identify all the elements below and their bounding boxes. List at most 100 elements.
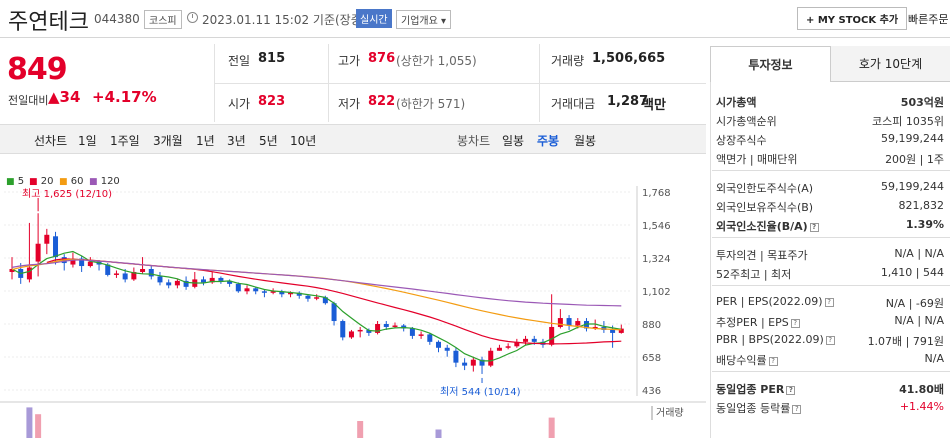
help-icon[interactable]: ? (786, 386, 796, 395)
invest-row: 외국인한도주식수(A) 59,199,244 (716, 178, 944, 197)
invest-row-value: N/A (924, 352, 944, 365)
tab-invest-info[interactable]: 투자정보 (710, 46, 831, 82)
candle-weekly[interactable]: 주봉 (537, 134, 560, 148)
candle-body (401, 325, 407, 329)
candle-body (166, 282, 172, 286)
y-tick-label: 1,324 (642, 254, 671, 265)
period-1w[interactable]: 1주일 (110, 134, 140, 148)
amount-value: 1,287 (607, 94, 649, 109)
invest-row-label-text: 상장주식수 (716, 134, 767, 147)
help-icon[interactable]: ? (824, 298, 834, 307)
candle-body (183, 280, 189, 287)
invest-row-label: 투자의견 | 목표주가 (716, 247, 808, 263)
tab-order-book[interactable]: 호가 10단계 (831, 46, 950, 82)
quick-order-button[interactable]: 빠른주문 (908, 13, 949, 26)
candle-monthly[interactable]: 월봉 (574, 134, 597, 148)
invest-row: 투자의견 | 목표주가 N/A | N/A (716, 245, 944, 264)
invest-row-label-text: 외국인소진율(B/A) (716, 220, 808, 233)
invest-row-label: PBR | BPS(2022.09)? (716, 333, 835, 346)
invest-row-label: 추정PER | EPS? (716, 314, 800, 330)
invest-row-label-text: PBR | BPS(2022.09) (716, 333, 824, 346)
candle-body (531, 338, 537, 342)
help-icon[interactable]: ? (792, 405, 802, 414)
invest-row-label: 외국인보유주식수(B) (716, 199, 813, 215)
invest-row-value: N/A | -69원 (885, 297, 944, 310)
invest-row: 52주최고 | 최저 1,410 | 544 (716, 264, 944, 283)
candle-body (314, 297, 320, 299)
ma-line-120 (11, 259, 622, 307)
invest-row-label-text: PER | EPS(2022.09) (716, 295, 823, 308)
period-3m[interactable]: 3개월 (153, 134, 183, 148)
change-percent: +4.17% (92, 88, 157, 106)
candle-body (592, 326, 598, 329)
legend-ma-20: ■ 20 (29, 176, 54, 187)
company-overview-dropdown[interactable]: 기업개요 ▾ (396, 10, 451, 29)
candle-body (453, 350, 459, 363)
invest-row-value: 59,199,244 (881, 180, 944, 193)
invest-row: 시가총액순위 코스피 1035위 (716, 111, 944, 130)
quote-datetime: 2023.01.11 15:02 기준(장중) (202, 13, 367, 27)
invest-row-label: 동일업종 등락률? (716, 400, 802, 416)
period-1d[interactable]: 1일 (78, 134, 97, 148)
upper-limit: (상한가 1,055) (396, 54, 477, 68)
candle-body (496, 347, 502, 351)
invest-row-label-text: 시가총액순위 (716, 115, 777, 128)
invest-row-value: 1.07배 | 791원 (867, 335, 944, 348)
invest-row-label-text: 외국인보유주식수(B) (716, 201, 814, 214)
candle-body (35, 243, 41, 262)
invest-row: 추정PER | EPS? N/A | N/A (716, 312, 944, 331)
invest-row: 외국인소진율(B/A)? 1.39% (716, 216, 944, 235)
invest-info-panel (710, 46, 950, 438)
realtime-button[interactable]: 실시간 (356, 9, 392, 28)
candle-body (549, 326, 555, 345)
candle-body (218, 277, 224, 281)
current-price: 849 (7, 52, 68, 87)
prev-close-value: 815 (258, 51, 286, 66)
candle-body (470, 359, 476, 366)
y-tick-label: 880 (642, 320, 661, 331)
invest-row: 시가총액 503억원 (716, 92, 944, 111)
candle-body (70, 258, 76, 265)
volume-label: 거래량 (551, 54, 585, 68)
invest-row-label: 외국인소진율(B/A)? (716, 218, 819, 234)
help-icon[interactable]: ? (790, 319, 800, 328)
invest-row-value: 1,410 | 544 (880, 266, 944, 279)
volume-bar (435, 429, 442, 438)
section-divider (712, 285, 950, 286)
amount-unit: 백만 (642, 98, 666, 113)
candle-body (26, 267, 32, 280)
help-icon[interactable]: ? (825, 336, 835, 345)
candle-body (131, 271, 137, 280)
candle-body (253, 288, 259, 292)
y-tick-label: 1,768 (642, 188, 671, 199)
invest-row-label-text: 시가총액 (716, 96, 757, 109)
invest-row: PER | EPS(2022.09)? N/A | -69원 (716, 293, 944, 312)
help-icon[interactable]: ? (809, 223, 819, 232)
invest-row-label: 52주최고 | 최저 (716, 266, 791, 282)
invest-row-value: 200원 | 1주 (885, 153, 944, 166)
invest-row-label: 시가총액 (716, 94, 756, 110)
candle-body (174, 280, 180, 286)
period-5y[interactable]: 5년 (259, 134, 278, 148)
invest-row: 액면가 | 매매단위 200원 | 1주 (716, 149, 944, 168)
volume-bar (548, 417, 555, 438)
candle-body (488, 350, 494, 366)
invest-row-label-text: 외국인한도주식수(A) (716, 182, 814, 195)
help-icon[interactable]: ? (768, 357, 778, 366)
candle-body (296, 292, 302, 296)
period-1y[interactable]: 1년 (196, 134, 215, 148)
y-tick-label: 436 (642, 386, 661, 397)
candle-body (322, 297, 328, 304)
period-10y[interactable]: 10년 (290, 134, 317, 148)
candlestick-chart[interactable]: 1,768 1,546 1,324 1,102 880 658 436 최고 1,625 (1… (0, 170, 706, 438)
candle-body (514, 341, 520, 347)
candle-daily[interactable]: 일봉 (502, 134, 525, 148)
ma-line-20 (46, 258, 622, 345)
period-3y[interactable]: 3년 (227, 134, 246, 148)
invest-row: PBR | BPS(2022.09)? 1.07배 | 791원 (716, 331, 944, 350)
candle-body (87, 261, 93, 267)
add-my-stock-button[interactable]: + MY STOCK 추가 (797, 7, 908, 30)
invest-row: 배당수익률? N/A (716, 350, 944, 369)
candle-body (575, 321, 581, 326)
clock-icon (187, 12, 198, 23)
